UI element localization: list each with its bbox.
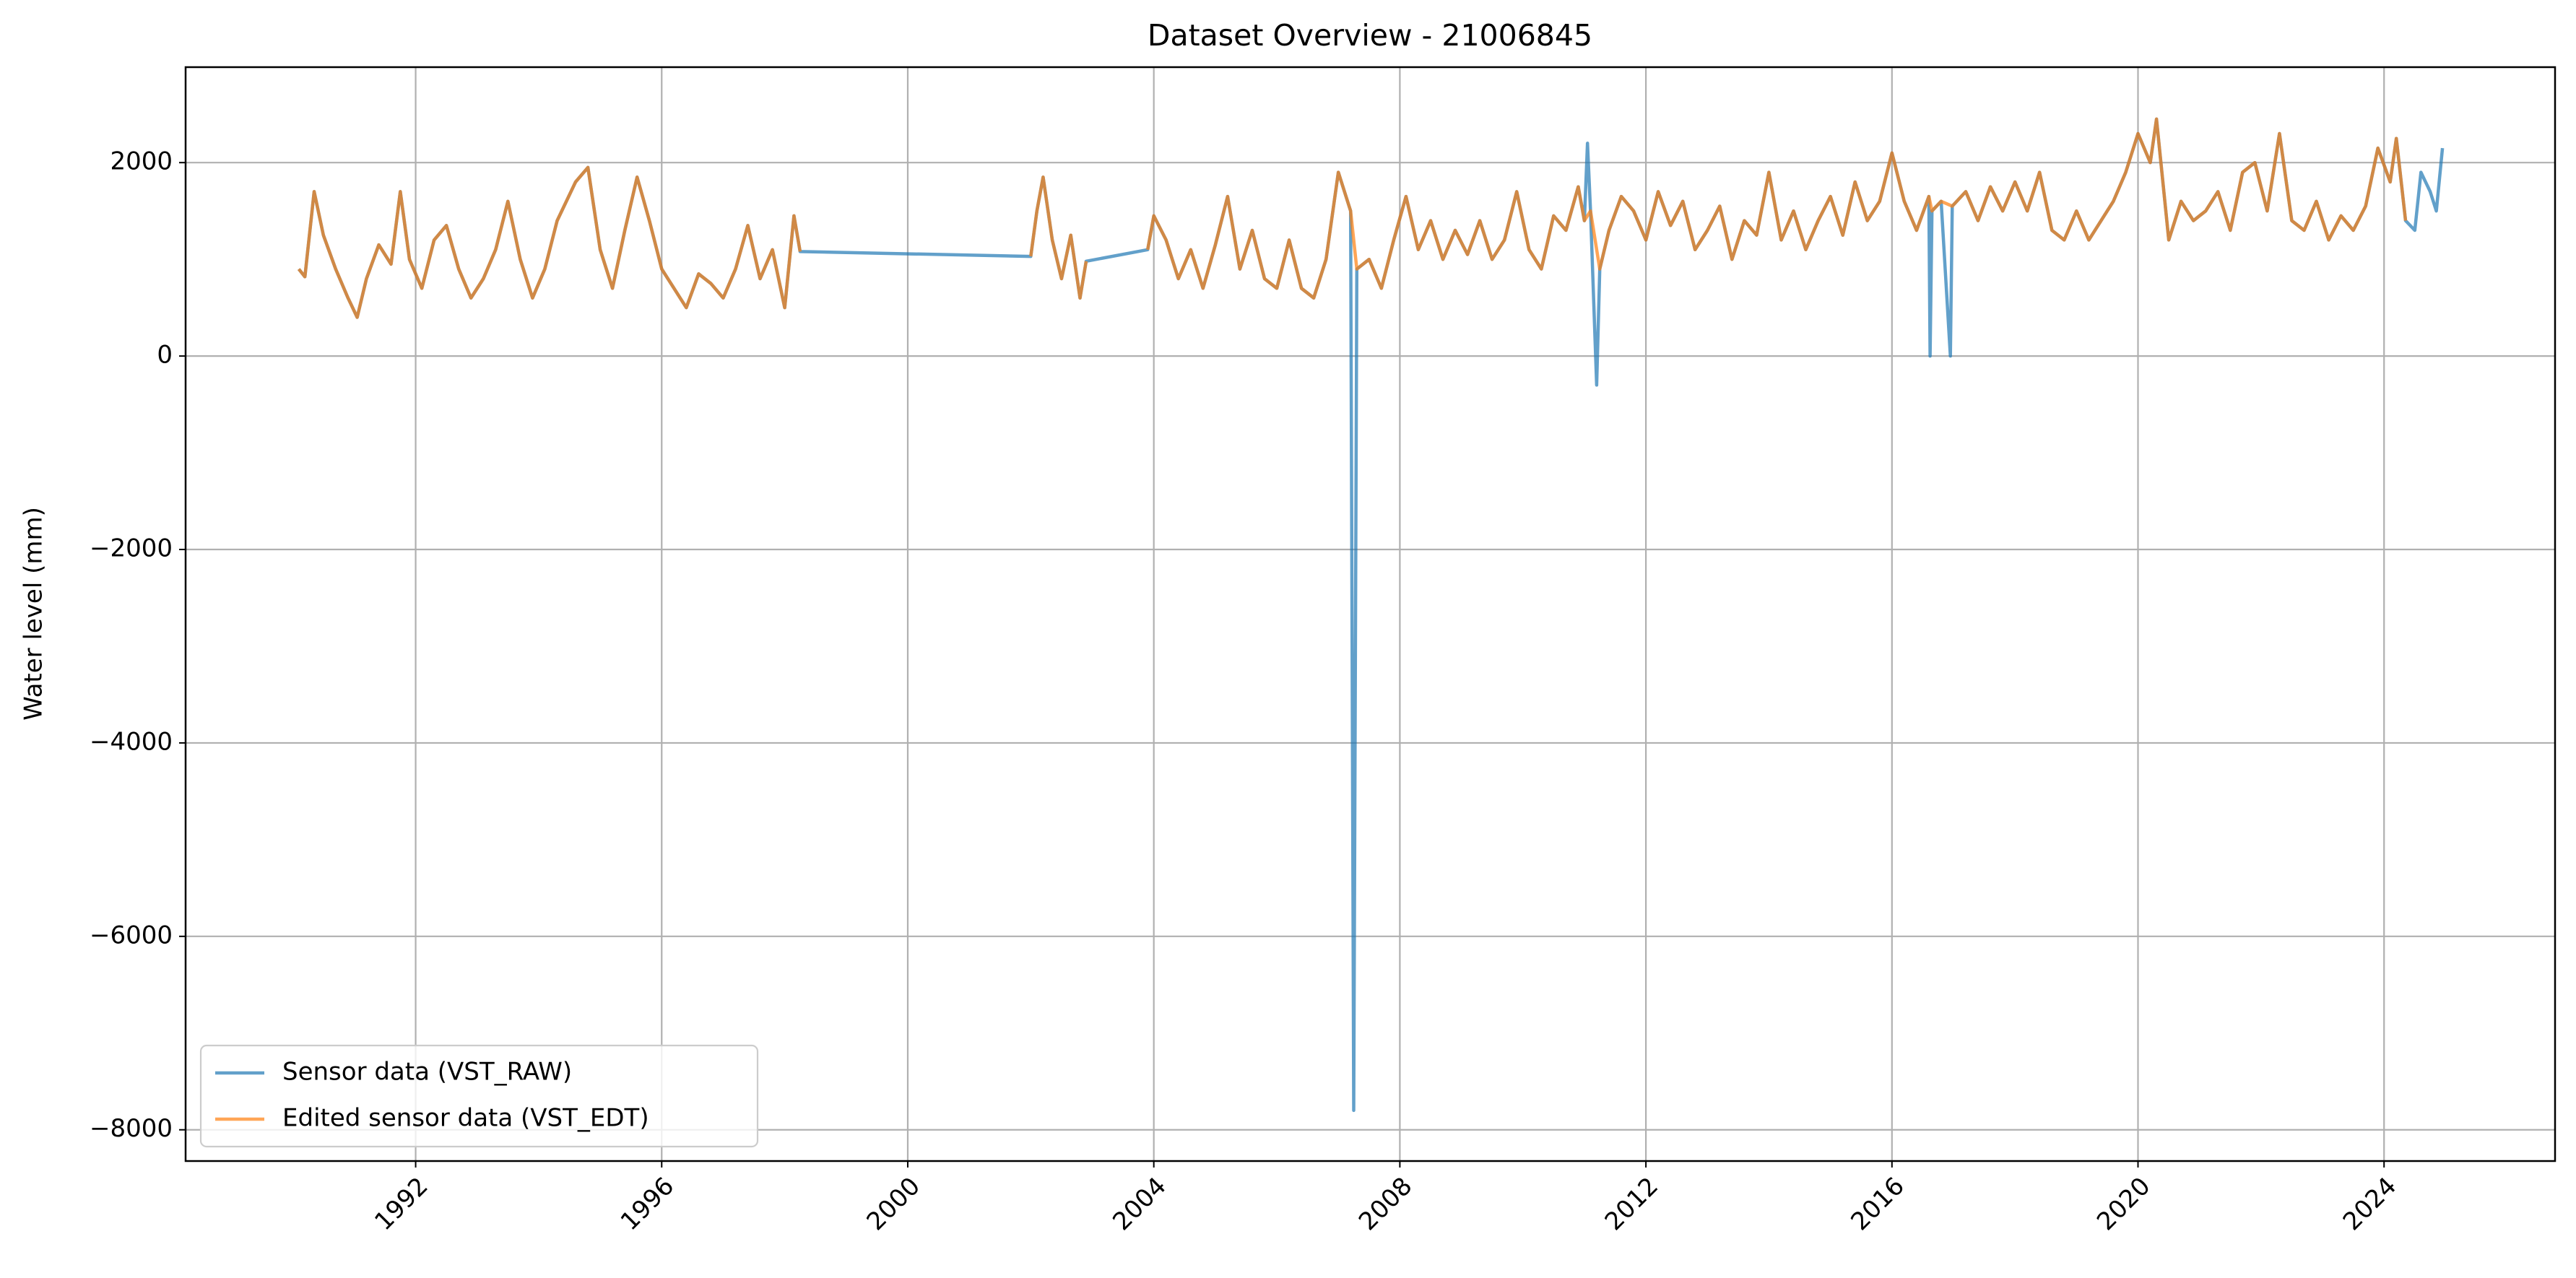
chart-title: Dataset Overview - 21006845 xyxy=(1148,18,1592,53)
legend-box xyxy=(199,1044,759,1148)
y-tick-label: −2000 xyxy=(90,534,173,563)
y-tick-label: 2000 xyxy=(110,147,173,176)
y-axis-label: Water level (mm) xyxy=(19,507,48,721)
legend-label: Sensor data (VST_RAW) xyxy=(282,1058,572,1087)
y-tick-label: −6000 xyxy=(90,921,173,949)
legend: Sensor data (VST_RAW) Edited sensor data … xyxy=(199,1044,759,1148)
y-tick-label: −4000 xyxy=(90,727,173,756)
data-line xyxy=(1145,117,2408,300)
plot-frame xyxy=(184,66,2557,1162)
legend-label: Edited sensor data (VST_EDT) xyxy=(282,1104,649,1133)
y-tick-label: 0 xyxy=(157,341,173,370)
y-tick-label: −8000 xyxy=(90,1114,173,1143)
data-line xyxy=(297,165,802,319)
data-line xyxy=(1029,175,1088,300)
